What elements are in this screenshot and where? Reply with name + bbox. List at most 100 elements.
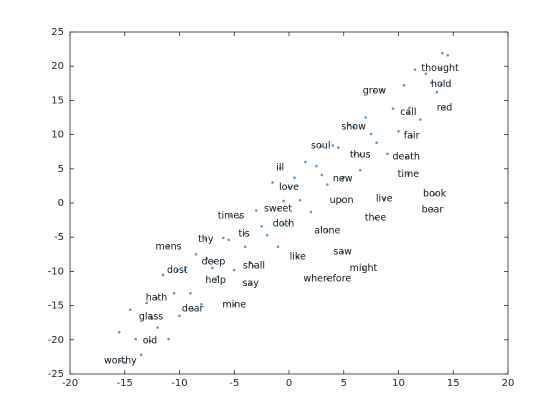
y-tick-label: 5 <box>58 164 64 175</box>
point <box>375 141 378 145</box>
x-tick-label: 5 <box>341 378 347 389</box>
x-tick-label: -5 <box>229 378 239 389</box>
point <box>413 68 417 71</box>
point <box>364 116 367 119</box>
word-point <box>439 83 443 86</box>
word-label: fair <box>404 130 420 141</box>
word-label: shall <box>243 260 265 271</box>
word-label: soul <box>311 141 330 152</box>
y-tick-label: -25 <box>48 369 64 380</box>
word-point <box>149 315 153 319</box>
word-label: worthy <box>104 356 137 367</box>
point <box>260 224 263 228</box>
word-label: dear <box>182 304 204 315</box>
word-label: bear <box>422 204 444 215</box>
word-label: times <box>218 210 244 221</box>
point <box>128 308 132 312</box>
point <box>441 51 444 55</box>
word-label: saw <box>333 247 352 258</box>
word-point <box>407 172 410 176</box>
point <box>172 291 176 295</box>
point <box>183 268 187 272</box>
word-point <box>374 216 377 220</box>
word-point <box>443 106 446 110</box>
point <box>309 210 313 214</box>
word-label: book <box>423 189 447 200</box>
word-point <box>382 197 386 201</box>
word-point <box>155 296 158 300</box>
point <box>205 257 209 260</box>
word-point <box>242 232 246 236</box>
word-label: love <box>279 182 299 193</box>
word-point <box>167 245 170 249</box>
x-tick-label: -20 <box>62 378 78 389</box>
point <box>342 175 346 179</box>
word-label: tis <box>238 228 249 239</box>
word-point <box>287 185 291 189</box>
point <box>391 107 395 110</box>
point <box>139 353 143 357</box>
word-label: thy <box>198 234 214 245</box>
word-point <box>249 282 252 286</box>
point <box>402 84 406 87</box>
word-label: hath <box>146 293 168 304</box>
x-tick-label: 0 <box>286 378 292 389</box>
point <box>435 90 439 94</box>
word-point <box>296 255 300 259</box>
point <box>156 326 159 329</box>
point <box>446 53 450 57</box>
point <box>200 302 203 306</box>
word-label: sweet <box>264 204 292 215</box>
point <box>320 173 324 177</box>
point <box>331 144 335 147</box>
y-tick-label: -5 <box>54 232 64 243</box>
word-label: thus <box>350 150 371 161</box>
x-tick-label: 10 <box>392 378 405 389</box>
word-point <box>278 166 282 170</box>
point <box>178 314 181 318</box>
word-label: time <box>398 169 420 180</box>
word-point <box>252 264 256 268</box>
y-tick-label: 15 <box>51 95 64 106</box>
point <box>353 153 357 156</box>
word-point <box>373 89 376 93</box>
word-point <box>176 269 179 273</box>
point <box>189 291 192 295</box>
word-point <box>404 155 408 159</box>
point <box>276 245 280 249</box>
axes-box <box>69 31 509 375</box>
point <box>336 146 340 149</box>
word-label: dost <box>167 265 188 276</box>
point <box>326 183 329 186</box>
word-point <box>214 278 217 282</box>
point <box>347 123 351 127</box>
word-label: show <box>341 122 366 133</box>
word-label: say <box>242 278 259 289</box>
point <box>304 160 307 164</box>
point <box>227 238 231 242</box>
word-point <box>352 125 355 129</box>
point <box>211 266 214 270</box>
word-point <box>433 192 436 196</box>
y-tick-label: -15 <box>48 301 64 312</box>
word-label: thought <box>421 63 459 74</box>
point <box>369 132 373 136</box>
word-label: mine <box>222 299 246 310</box>
y-tick-label: 20 <box>51 61 64 72</box>
point <box>315 164 318 168</box>
point <box>287 222 291 225</box>
word-point <box>410 134 413 138</box>
word-label: thee <box>365 213 387 224</box>
x-tick-label: -10 <box>171 378 187 389</box>
word-label: alone <box>314 226 340 237</box>
word-label: deep <box>202 256 226 267</box>
point <box>145 301 148 305</box>
point <box>424 72 428 76</box>
point <box>194 253 198 256</box>
point <box>123 361 127 364</box>
point <box>216 275 220 279</box>
word-point <box>326 229 329 233</box>
word-label: live <box>376 193 393 204</box>
